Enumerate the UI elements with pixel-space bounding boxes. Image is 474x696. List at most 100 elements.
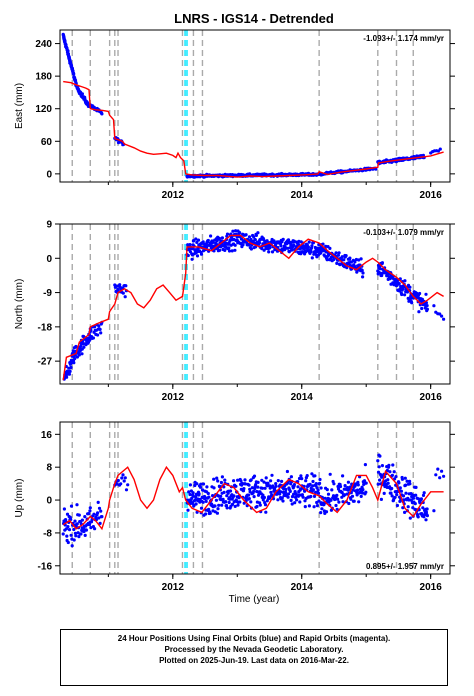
data-point (359, 257, 363, 261)
data-point (80, 518, 84, 522)
data-point (66, 525, 70, 529)
data-point (230, 502, 235, 506)
data-point (73, 519, 77, 523)
data-point (260, 486, 265, 490)
data-point (285, 469, 289, 474)
data-point (250, 486, 254, 490)
data-point (193, 498, 197, 502)
data-point (315, 504, 319, 508)
data-point (336, 497, 340, 501)
data-point (417, 310, 421, 314)
data-point (395, 503, 399, 508)
data-point (88, 509, 92, 513)
data-point (220, 503, 224, 507)
data-point (100, 515, 104, 519)
data-point (264, 476, 268, 480)
data-point (266, 484, 270, 488)
data-point (422, 491, 426, 495)
data-point (269, 479, 273, 483)
data-point (311, 484, 315, 488)
data-point (364, 490, 368, 494)
plot-frame (59, 29, 451, 183)
data-point (393, 495, 397, 500)
data-point (247, 483, 251, 487)
data-point (442, 474, 446, 478)
data-point (65, 534, 69, 538)
data-point (335, 261, 339, 265)
data-point (405, 479, 409, 483)
data-point (228, 489, 233, 493)
data-point (357, 258, 361, 262)
data-point (290, 495, 295, 499)
data-point (311, 479, 315, 484)
data-point (409, 498, 413, 502)
data-point (121, 291, 125, 295)
data-point (267, 496, 272, 500)
data-point (403, 279, 407, 283)
data-point (395, 493, 399, 497)
data-point (279, 490, 283, 494)
data-point (436, 467, 440, 471)
x-tick-label: 2014 (291, 582, 314, 593)
data-point (440, 314, 444, 318)
data-point (73, 531, 77, 535)
data-point (191, 494, 195, 498)
data-point (231, 229, 235, 233)
data-point (115, 482, 119, 486)
data-point (298, 500, 302, 504)
data-point (360, 485, 364, 489)
data-point (425, 307, 429, 311)
data-point (66, 540, 70, 545)
x-tick-label: 2016 (420, 190, 443, 201)
panel-up: -16 -8 0 8 16 2012 2014 2016 Up (mm) 0.895+/- 1.9… (14, 421, 455, 593)
data-point (324, 510, 329, 514)
plot-area-north (62, 224, 446, 389)
data-point (120, 476, 124, 480)
data-point (224, 500, 228, 504)
data-point (312, 505, 316, 509)
y-tick-label: -9 (43, 288, 52, 299)
data-point (386, 478, 390, 482)
y-tick-label: -16 (38, 561, 53, 572)
data-point (274, 484, 278, 488)
data-point (343, 484, 347, 488)
data-point (344, 254, 348, 258)
data-point (413, 502, 417, 506)
data-point (355, 490, 359, 495)
data-point (119, 482, 123, 486)
data-point (249, 247, 253, 251)
data-point (249, 500, 253, 504)
data-point (252, 495, 256, 499)
data-point (378, 267, 382, 271)
data-point (280, 496, 284, 500)
data-point (260, 478, 264, 482)
data-point (424, 292, 428, 296)
data-point (236, 503, 240, 507)
data-point (334, 251, 338, 255)
data-point (69, 504, 74, 508)
data-point (256, 480, 260, 484)
data-point (351, 488, 355, 492)
data-point (62, 386, 65, 389)
data-point (346, 480, 350, 484)
data-point (215, 476, 219, 480)
data-point (61, 532, 65, 536)
data-point (115, 284, 119, 288)
data-point (281, 237, 285, 241)
chart-title: LNRS - IGS14 - Detrended (174, 11, 334, 26)
data-point (97, 324, 101, 328)
data-point (414, 485, 418, 489)
data-point (288, 489, 292, 493)
data-point (65, 375, 69, 379)
data-point (221, 497, 225, 501)
data-point (341, 500, 345, 504)
x-tick-label: 2014 (291, 392, 314, 403)
data-point (66, 49, 70, 53)
data-point (88, 338, 92, 342)
y-tick-label: 0 (46, 169, 52, 180)
x-tick-label: 2012 (162, 190, 185, 201)
data-point (195, 482, 199, 486)
y-tick-label: -27 (38, 357, 53, 368)
data-point (96, 511, 100, 515)
